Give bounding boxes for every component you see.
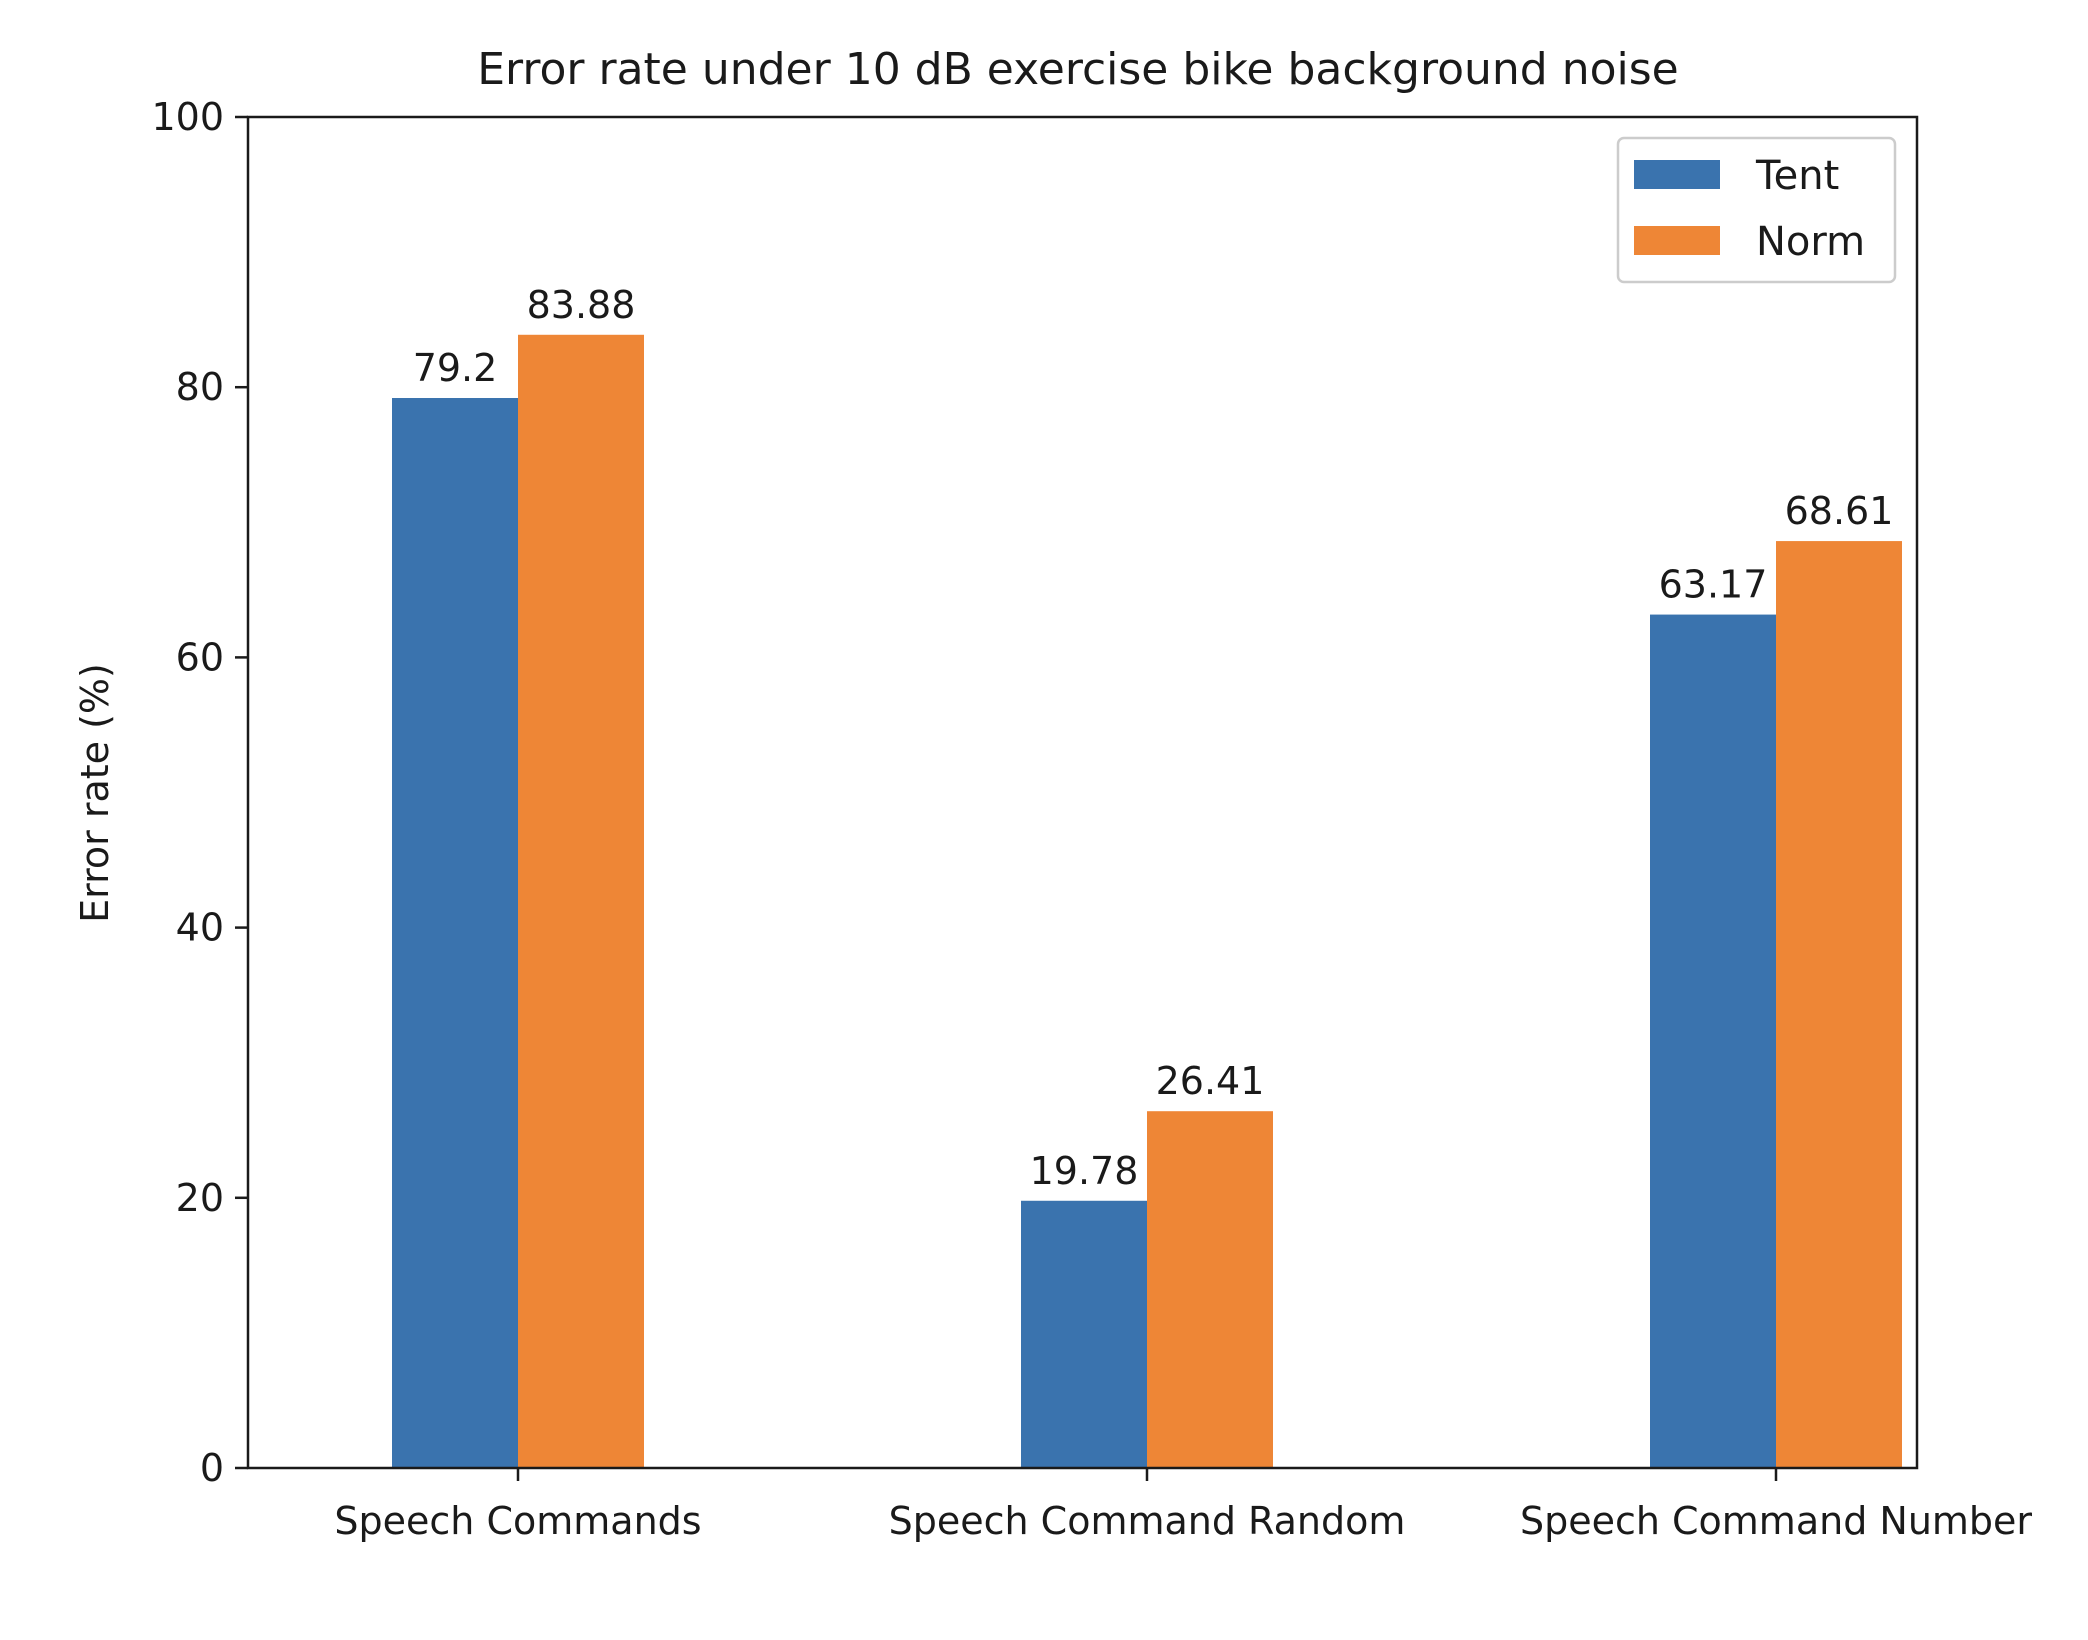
bar-tent-1 xyxy=(392,398,518,1468)
legend-label-norm: Norm xyxy=(1756,219,1865,265)
bar-norm-3 xyxy=(1776,541,1902,1468)
y-tick-label: 100 xyxy=(151,95,224,139)
legend-label-tent: Tent xyxy=(1755,153,1839,199)
plot-frame xyxy=(246,115,1919,1470)
data-label-norm-3: 68.61 xyxy=(1785,489,1894,533)
legend-swatch-norm xyxy=(1634,226,1720,255)
bar-tent-3 xyxy=(1650,614,1776,1468)
y-tick-label: 80 xyxy=(176,365,224,409)
x-tick-label: Speech Command Number xyxy=(1520,1499,2032,1543)
y-tick-label: 40 xyxy=(176,906,224,950)
bar-norm-2 xyxy=(1147,1111,1273,1468)
y-tick-label: 0 xyxy=(200,1446,224,1490)
legend: Tent Norm xyxy=(1616,136,1897,284)
data-label-norm-1: 83.88 xyxy=(527,283,636,327)
chart-title: Error rate under 10 dB exercise bike bac… xyxy=(477,44,1678,95)
bars-layer xyxy=(392,334,1902,1468)
data-label-tent-3: 63.17 xyxy=(1659,563,1768,607)
y-tick-label: 20 xyxy=(176,1176,224,1220)
data-label-tent-2: 19.78 xyxy=(1030,1149,1139,1193)
data-label-norm-2: 26.41 xyxy=(1156,1059,1265,1103)
bar-norm-1 xyxy=(518,334,644,1468)
x-tick-label: Speech Commands xyxy=(334,1499,701,1543)
y-axis-label: Error rate (%) xyxy=(73,663,117,923)
y-tick-label: 60 xyxy=(176,635,224,679)
x-tick-label: Speech Command Random xyxy=(889,1499,1406,1543)
data-label-tent-1: 79.2 xyxy=(413,346,498,390)
bar-tent-2 xyxy=(1021,1200,1147,1468)
data-labels-layer: 79.2 19.78 63.17 83.88 26.41 68.61 xyxy=(413,283,1894,1193)
y-axis: 0 20 40 60 80 100 xyxy=(151,95,248,1490)
legend-swatch-tent xyxy=(1634,160,1720,189)
x-axis: Speech Commands Speech Command Random Spee… xyxy=(334,1468,2032,1543)
